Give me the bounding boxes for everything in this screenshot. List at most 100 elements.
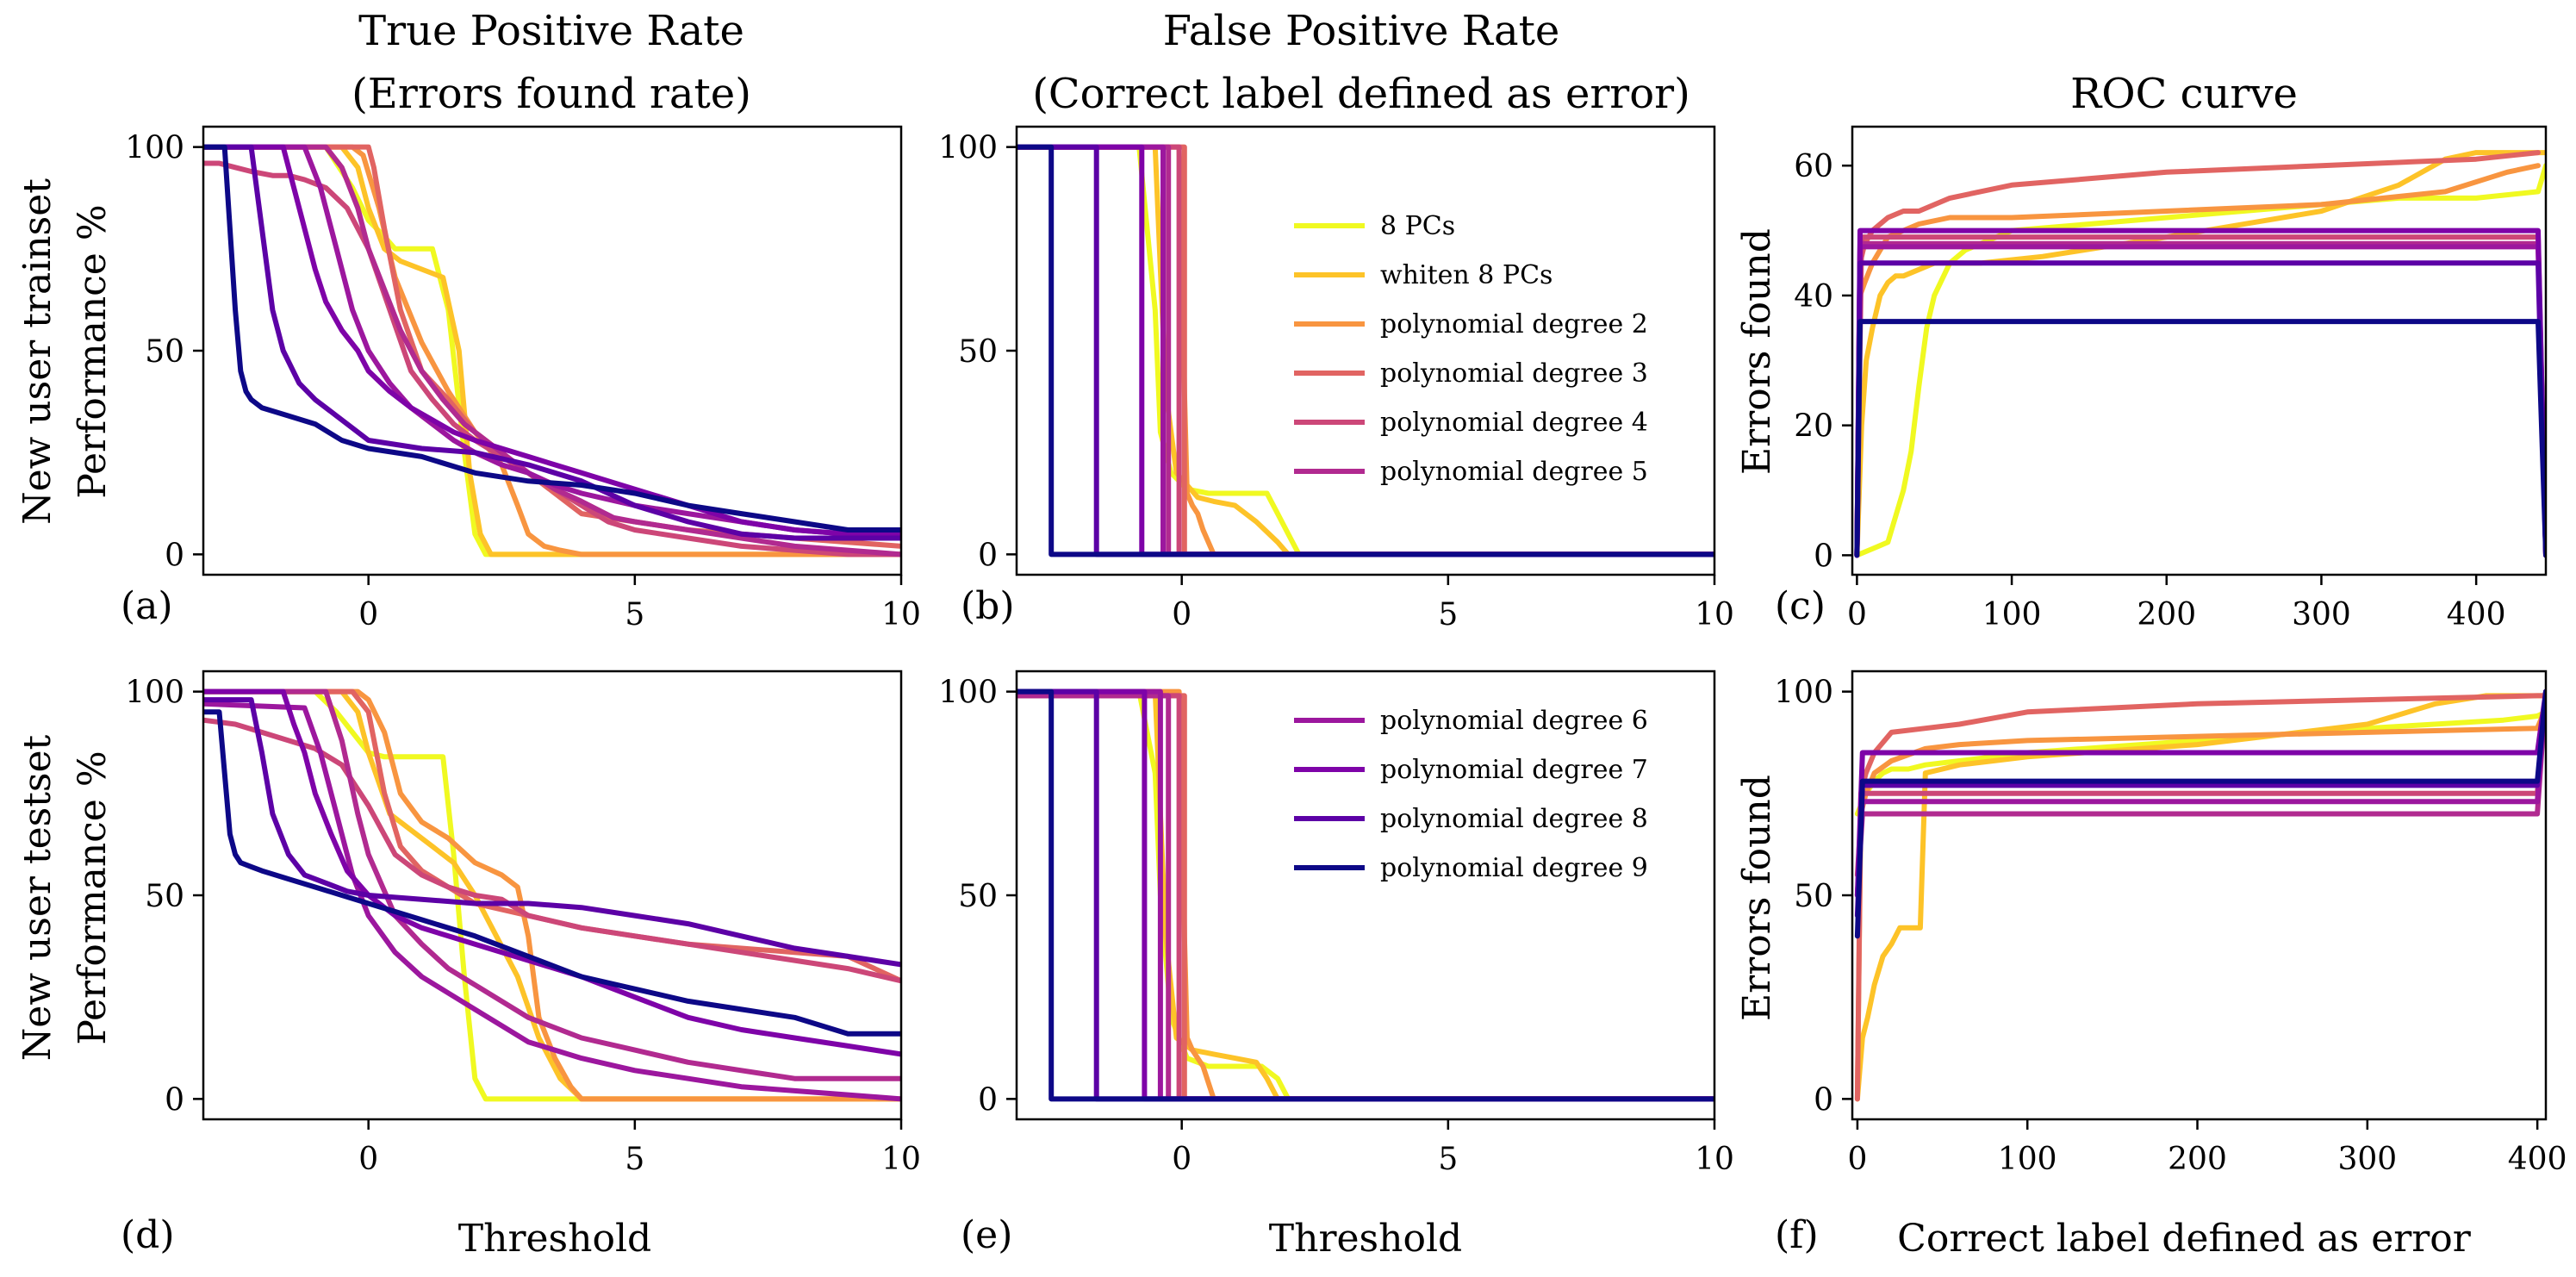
series-line-polynomial-degree-8 xyxy=(203,697,901,968)
row-label-trainset-line2: Performance % xyxy=(71,204,115,498)
y-tick-label: 0 xyxy=(1814,1082,1833,1118)
axes-frame xyxy=(1851,125,2548,576)
panel-letter-c: (c) xyxy=(1775,584,1826,628)
col-title-fpr-line2: (Correct label defined as error) xyxy=(1032,70,1690,118)
x-tick-label: 200 xyxy=(2168,1142,2227,1177)
axes-frame xyxy=(1015,125,1716,576)
series-line-polynomial-degree-8 xyxy=(1017,688,1714,1102)
series-line-polynomial-degree-9 xyxy=(1854,319,2546,558)
xlabel-correct-label-f: Correct label defined as error xyxy=(1897,1217,2472,1261)
series-line-8-pcs xyxy=(1017,688,1714,1102)
x-tick-label: 0 xyxy=(358,597,378,632)
y-tick-label: 50 xyxy=(1794,879,1833,914)
legend-label-polynomial-degree-8: polynomial degree 8 xyxy=(1380,804,1648,834)
series-line-polynomial-degree-8 xyxy=(1854,260,2546,558)
panel-letter-e: (e) xyxy=(961,1213,1012,1257)
series-line-polynomial-degree-3 xyxy=(203,688,901,984)
xlabel-threshold-e: Threshold xyxy=(1269,1217,1462,1261)
panel-letter-b: (b) xyxy=(961,584,1015,628)
y-tick-label: 100 xyxy=(938,676,998,711)
series-line-polynomial-degree-4 xyxy=(1854,234,2546,558)
y-tick-label: 50 xyxy=(145,334,184,370)
x-tick-label: 10 xyxy=(881,1142,921,1177)
x-tick-label: 0 xyxy=(1172,1142,1192,1177)
x-tick-label: 5 xyxy=(625,1142,644,1177)
col-title-fpr-line1: False Positive Rate xyxy=(1163,7,1560,55)
series-line-polynomial-degree-8 xyxy=(1017,144,1714,558)
series-line-8-pcs xyxy=(1017,144,1714,558)
x-tick-label: 5 xyxy=(625,597,644,632)
legend-label-polynomial-degree-5: polynomial degree 5 xyxy=(1380,457,1648,487)
series-line-polynomial-degree-7 xyxy=(1854,227,2546,558)
row-label-testset-line1: New user testset xyxy=(16,734,59,1061)
x-tick-label: 5 xyxy=(1438,1142,1458,1177)
x-tick-label: 400 xyxy=(2508,1142,2567,1177)
series-line-polynomial-degree-3 xyxy=(1854,693,2546,1102)
y-tick-label: 100 xyxy=(125,131,184,166)
series-line-polynomial-degree-2 xyxy=(1017,144,1714,558)
legend-label-polynomial-degree-6: polynomial degree 6 xyxy=(1380,706,1648,736)
series-line-polynomial-degree-9 xyxy=(1017,144,1714,558)
x-tick-label: 5 xyxy=(1438,597,1458,632)
series-line-polynomial-degree-5 xyxy=(1017,144,1714,558)
series-line-whiten-8-pcs xyxy=(1017,144,1714,558)
legend-label-polynomial-degree-9: polynomial degree 9 xyxy=(1380,853,1648,883)
series-line-polynomial-degree-9 xyxy=(203,144,901,533)
xlabel-threshold-d: Threshold xyxy=(458,1217,651,1261)
x-tick-label: 100 xyxy=(1998,1142,2057,1177)
axes-frame xyxy=(202,125,903,576)
series-line-whiten-8-pcs xyxy=(203,688,901,1102)
y-tick-label: 0 xyxy=(1814,539,1833,574)
roc-ylabel-bottom: Errors found xyxy=(1735,775,1779,1021)
series-line-polynomial-degree-2 xyxy=(1017,688,1714,1102)
col-title-tpr-line1: True Positive Rate xyxy=(358,7,744,55)
y-tick-label: 40 xyxy=(1794,279,1833,315)
row-label-testset-line2: Performance % xyxy=(71,751,115,1044)
y-tick-label: 20 xyxy=(1794,409,1833,445)
series-line-whiten-8-pcs xyxy=(203,144,901,558)
legend-methods-top: 8 PCs whiten 8 PCs polynomial degree 2 poly… xyxy=(1294,211,1648,487)
series-line-polynomial-degree-8 xyxy=(203,144,901,541)
x-tick-label: 0 xyxy=(358,1142,378,1177)
legend-label-polynomial-degree-2: polynomial degree 2 xyxy=(1380,309,1648,339)
x-tick-label: 0 xyxy=(1172,597,1192,632)
panel-letter-f: (f) xyxy=(1775,1213,1819,1257)
series-line-8-pcs xyxy=(1854,163,2546,558)
panel-letter-a: (a) xyxy=(121,584,173,628)
series-line-polynomial-degree-2 xyxy=(1854,163,2541,558)
x-tick-label: 10 xyxy=(1695,1142,1734,1177)
x-tick-label: 100 xyxy=(1982,597,2042,632)
series-line-whiten-8-pcs xyxy=(1854,693,2546,1102)
series-line-polynomial-degree-3 xyxy=(1017,144,1714,558)
series-line-polynomial-degree-9 xyxy=(1854,688,2546,939)
y-tick-label: 0 xyxy=(165,1082,184,1118)
series-line-8-pcs xyxy=(203,688,901,1102)
col-title-tpr-line2: (Errors found rate) xyxy=(352,70,751,118)
legend-label-polynomial-degree-7: polynomial degree 7 xyxy=(1380,755,1648,785)
series-line-polynomial-degree-7 xyxy=(203,688,901,1057)
x-tick-label: 10 xyxy=(881,597,921,632)
y-tick-label: 100 xyxy=(1774,676,1833,711)
series-line-polynomial-degree-5 xyxy=(203,688,901,1081)
y-tick-label: 100 xyxy=(125,676,184,711)
legend-label-polynomial-degree-4: polynomial degree 4 xyxy=(1380,408,1648,438)
y-tick-label: 50 xyxy=(958,334,998,370)
x-tick-label: 0 xyxy=(1847,597,1867,632)
panel-c-roc-train: 0 100 200 300 400 0 20 40 60 xyxy=(1794,125,2548,632)
series-line-polynomial-degree-9 xyxy=(1017,688,1714,1102)
y-tick-label: 0 xyxy=(978,538,998,573)
series-line-polynomial-degree-6 xyxy=(1017,688,1714,1102)
series-line-polynomial-degree-2 xyxy=(1854,705,2546,1102)
y-tick-label: 50 xyxy=(958,879,998,914)
legend-label-whiten-8-pcs: whiten 8 PCs xyxy=(1380,260,1552,290)
legend-label-polynomial-degree-3: polynomial degree 3 xyxy=(1380,358,1648,389)
panel-f-roc-test: 0 100 200 300 400 0 50 100 xyxy=(1774,670,2567,1177)
series-line-whiten-8-pcs xyxy=(1017,688,1714,1102)
y-tick-label: 50 xyxy=(145,879,184,914)
series-line-polynomial-degree-5 xyxy=(1854,240,2546,558)
row-label-trainset-line1: New user trainset xyxy=(16,178,59,525)
